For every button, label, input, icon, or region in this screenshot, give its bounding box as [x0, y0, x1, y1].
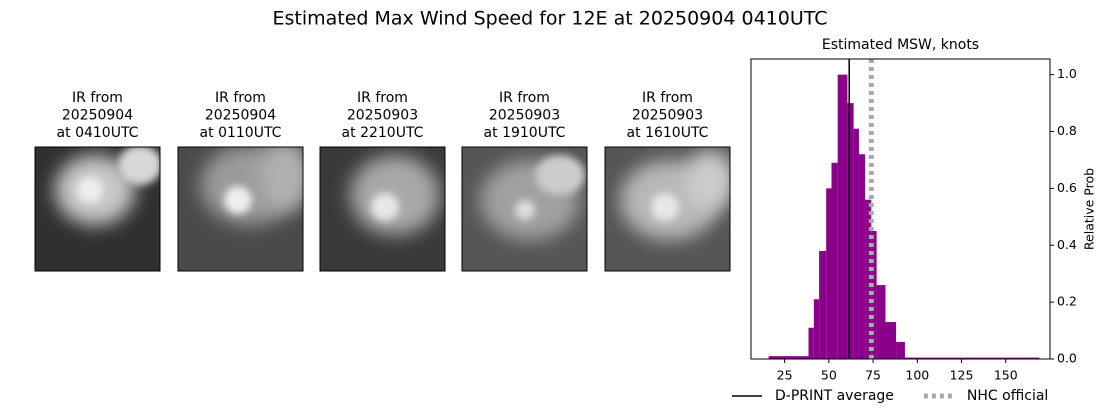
y-axis-label: Relative Prob — [1082, 168, 1097, 250]
panel-title: IR from — [215, 90, 266, 106]
chart-title: Estimated MSW, knots — [822, 37, 979, 53]
figure-title: Estimated Max Wind Speed for 12E at 2025… — [272, 8, 827, 30]
panel-title: 20250903 — [632, 108, 703, 124]
bar — [808, 327, 814, 359]
y-tick-label: 0.2 — [1057, 294, 1077, 309]
bar — [768, 356, 809, 359]
bar — [837, 74, 848, 360]
y-tick-label: 0.6 — [1057, 180, 1077, 195]
bar — [819, 250, 827, 359]
panel-title: 20250903 — [489, 108, 560, 124]
y-tick-label: 0.4 — [1057, 237, 1077, 252]
panel-title: at 0410UTC — [57, 125, 139, 141]
bar — [904, 357, 1040, 359]
panel-title: at 1910UTC — [484, 125, 566, 141]
ir-image — [320, 147, 445, 271]
panel-title: at 2210UTC — [342, 125, 424, 141]
legend-label: NHC official — [967, 388, 1048, 404]
panel-title: 20250904 — [205, 108, 276, 124]
x-tick-label: 125 — [950, 368, 974, 383]
legend-label: D-PRINT average — [775, 388, 894, 404]
x-tick-label: 50 — [821, 368, 837, 383]
bar — [865, 199, 872, 359]
y-tick-label: 0.0 — [1057, 351, 1077, 366]
ir-image — [605, 147, 730, 271]
bar — [826, 188, 832, 359]
bar — [813, 299, 820, 359]
panel-title: 20250904 — [62, 108, 133, 124]
y-tick-label: 1.0 — [1057, 66, 1077, 81]
y-tick-label: 0.8 — [1057, 123, 1077, 138]
bar — [871, 231, 877, 359]
plot-frame — [750, 58, 1051, 360]
panel-title: at 1610UTC — [627, 125, 709, 141]
ir-image — [178, 147, 303, 271]
x-tick-label: 25 — [777, 368, 793, 383]
bar — [885, 322, 897, 359]
panel-title: at 0110UTC — [200, 125, 282, 141]
panel-title: IR from — [499, 90, 550, 106]
bar — [858, 154, 866, 359]
x-tick-label: 100 — [905, 368, 929, 383]
ir-image — [462, 147, 587, 271]
bar — [896, 341, 905, 359]
bar — [853, 128, 859, 359]
x-tick-label: 150 — [994, 368, 1018, 383]
panel-title: 20250903 — [347, 108, 418, 124]
bar — [876, 285, 886, 359]
bar — [847, 103, 854, 359]
ir-image — [35, 147, 160, 271]
panel-title: IR from — [357, 90, 408, 106]
panel-title: IR from — [642, 90, 693, 106]
x-tick-label: 75 — [865, 368, 881, 383]
bar — [831, 162, 838, 359]
panel-title: IR from — [72, 90, 123, 106]
image-frames — [34, 146, 731, 272]
